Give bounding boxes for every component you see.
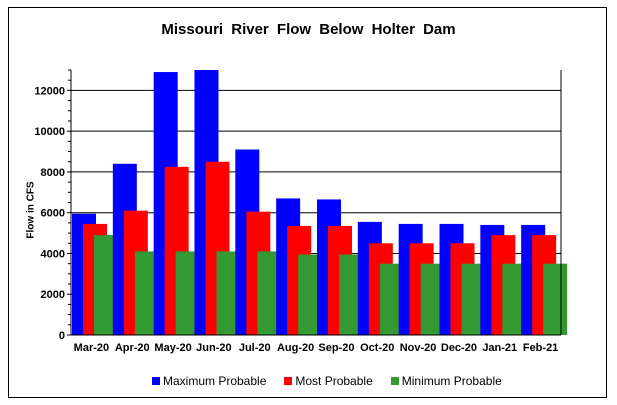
x-tick-label: Jun-20: [196, 342, 231, 354]
bar-minimum-probable: [543, 263, 568, 335]
x-tick-label: Aug-20: [277, 342, 314, 354]
y-tick-label: 6000: [41, 208, 65, 220]
chart-title: Missouri River Flow Below Holter Dam: [161, 21, 456, 38]
legend-swatch: [390, 377, 399, 385]
y-tick-label: 10000: [34, 126, 65, 138]
y-tick-label: 2000: [41, 289, 65, 301]
legend-swatch: [284, 377, 293, 385]
x-tick-label: Nov-20: [400, 342, 437, 354]
x-tick-label: Jan-21: [482, 342, 517, 354]
legend-label: Minimum Probable: [401, 374, 502, 388]
legend-item: Minimum Probable: [390, 374, 502, 388]
x-tick-label: Feb-21: [523, 342, 558, 354]
y-tick-label: 4000: [41, 248, 65, 260]
x-tick-label: May-20: [154, 342, 191, 354]
legend: Maximum Probable Most Probable Minimum Pro…: [152, 374, 520, 388]
legend-item: Maximum Probable: [152, 374, 266, 388]
y-tick-label: 12000: [34, 85, 65, 97]
legend-item: Most Probable: [284, 374, 373, 388]
x-tick-label: Mar-20: [74, 342, 109, 354]
legend-label: Maximum Probable: [163, 374, 267, 388]
legend-label: Most Probable: [295, 374, 373, 388]
x-tick-label: Jul-20: [239, 342, 271, 354]
legend-swatch: [152, 377, 160, 385]
x-tick-label: Oct-20: [360, 342, 394, 354]
x-tick-label: Sep-20: [318, 342, 354, 354]
y-tick-label: 0: [59, 330, 65, 342]
x-tick-label: Dec-20: [441, 342, 477, 354]
y-tick-label: 8000: [41, 167, 65, 179]
x-tick-label: Apr-20: [115, 342, 150, 354]
